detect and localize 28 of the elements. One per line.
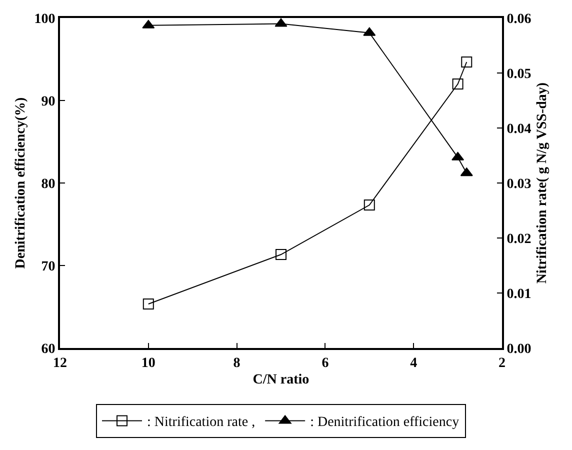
x-tick-label: 2 [498,356,506,371]
point [452,78,464,90]
point [364,200,375,210]
y2-tick-label: 0.05 [506,66,532,82]
x-axis-title: C/N ratio [252,372,310,388]
y2-tick-label: 0.06 [506,12,532,27]
x-tick-label: 8 [233,356,240,371]
y-tick-label: 90 [41,94,56,110]
y2-tick-label: 0.02 [506,232,532,247]
point [461,56,472,68]
y2-axis-title: Nitrification rate( g N/g VSS-day) [535,82,550,284]
y2-tick-label: 0.04 [506,122,532,137]
y-tick-label: 100 [34,12,56,27]
point [142,298,154,310]
y2-tick-label: 0.03 [506,176,532,192]
x-tick-label: 6 [322,356,329,371]
x-tick-label: 12 [53,356,67,371]
legend-label: : Nitrification rate , [147,415,256,430]
legend-label: : Denitrification efficiency [310,415,460,430]
x-tick-label: 10 [141,356,156,371]
y2-tick-label: 0.00 [506,342,532,357]
point [276,249,286,260]
x-tick-label: 4 [410,356,418,371]
y-tick-label: 70 [41,259,56,274]
y-tick-label: 60 [41,342,56,357]
y-axis-title: Denitrification efficiency(%) [13,96,28,269]
y2-tick-label: 0.01 [506,286,532,302]
y-tick-label: 80 [41,176,56,192]
